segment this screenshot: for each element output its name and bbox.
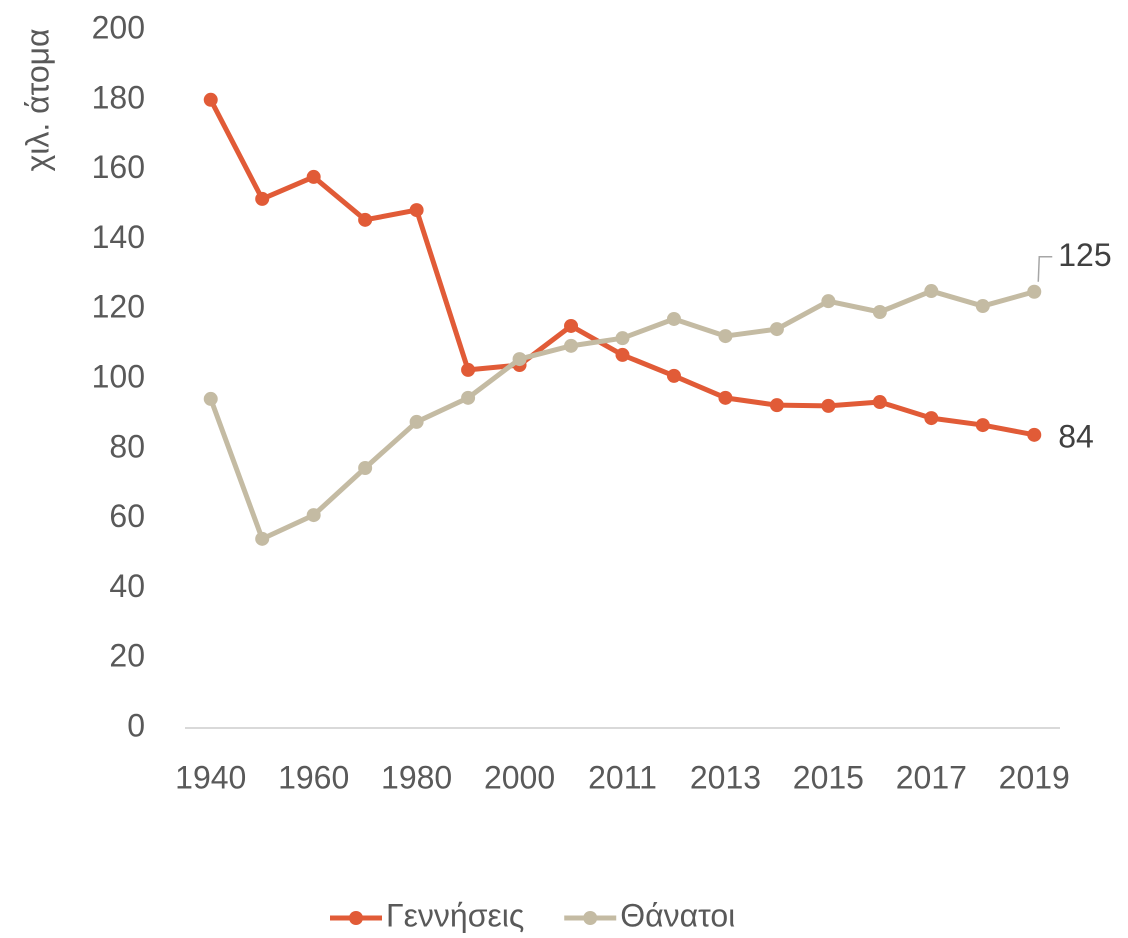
marker	[821, 398, 836, 413]
x-tick-label: 2017	[896, 759, 967, 795]
y-axis-label: χιλ. άτομα	[19, 28, 55, 171]
leader-line	[1037, 256, 1053, 282]
marker	[718, 390, 733, 405]
marker	[358, 212, 373, 227]
y-tick-label: 100	[92, 358, 145, 394]
series-line	[208, 288, 1035, 542]
y-tick-label: 200	[92, 9, 145, 45]
x-tick-label: 2015	[793, 759, 864, 795]
x-tick-label: 2019	[999, 759, 1070, 795]
marker	[306, 169, 321, 184]
marker	[203, 92, 218, 107]
marker	[512, 352, 527, 367]
data-label: 84	[1058, 418, 1094, 454]
y-tick-label: 0	[127, 707, 145, 743]
y-tick-label: 180	[92, 79, 145, 115]
marker	[924, 411, 939, 426]
marker	[1027, 427, 1042, 442]
y-tick-label: 120	[92, 289, 145, 325]
marker	[872, 304, 887, 319]
marker	[409, 414, 424, 429]
marker	[666, 311, 681, 326]
marker	[1027, 284, 1042, 299]
legend-marker	[349, 911, 363, 925]
marker	[821, 294, 836, 309]
y-tick-label: 20	[109, 638, 145, 674]
marker	[358, 460, 373, 475]
legend-marker	[583, 911, 598, 925]
marker	[255, 191, 270, 206]
marker	[924, 284, 939, 299]
marker	[769, 398, 784, 413]
marker	[769, 322, 784, 337]
marker	[409, 203, 424, 218]
marker	[872, 395, 887, 410]
y-tick-label: 80	[109, 428, 145, 464]
marker	[975, 418, 990, 433]
x-tick-label: 1960	[278, 759, 349, 795]
series-line	[208, 98, 1035, 438]
marker	[461, 362, 476, 377]
y-tick-label: 40	[109, 568, 145, 604]
x-tick-label: 2011	[588, 759, 657, 795]
x-tick-label: 1980	[381, 759, 452, 795]
y-tick-label: 140	[92, 219, 145, 255]
x-tick-label: 2000	[484, 759, 555, 795]
data-label: 125	[1058, 237, 1111, 273]
marker	[666, 368, 681, 383]
marker	[306, 508, 321, 523]
marker	[975, 299, 990, 314]
marker	[564, 318, 579, 333]
marker	[718, 329, 733, 344]
x-tick-label: 2013	[690, 759, 761, 795]
marker	[461, 390, 476, 405]
y-tick-label: 60	[109, 498, 145, 534]
x-tick-label: 1940	[175, 759, 246, 795]
marker	[255, 531, 270, 546]
marker	[203, 391, 218, 406]
y-tick-label: 160	[92, 149, 145, 185]
legend-label: Θάνατοι	[620, 897, 735, 933]
marker	[615, 347, 630, 362]
marker	[615, 331, 630, 346]
marker	[564, 338, 579, 353]
legend-label: Γεννήσεις	[386, 897, 524, 933]
